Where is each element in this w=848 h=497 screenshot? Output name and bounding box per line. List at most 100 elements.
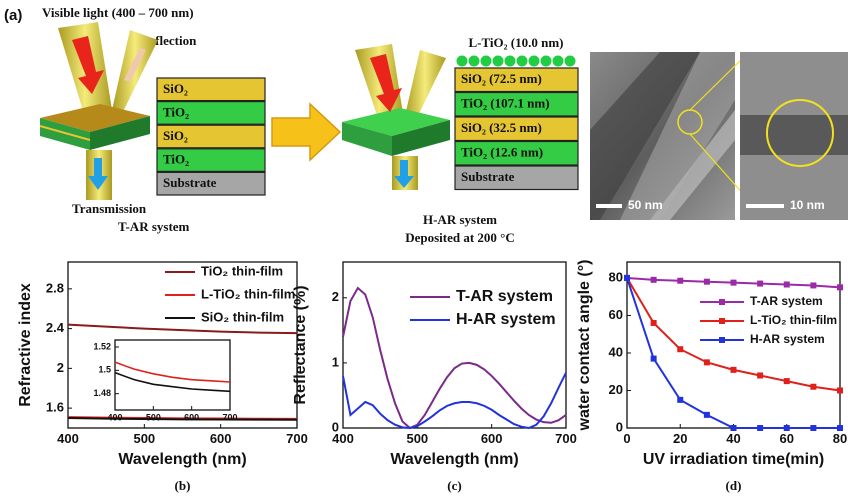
x-tick-label: 500 (406, 431, 428, 446)
y-tick-label: 0 (616, 419, 623, 434)
x-tick-label: 500 (146, 412, 161, 422)
marker (810, 384, 816, 390)
marker (757, 425, 763, 431)
layer-label: SiO₂ (163, 128, 188, 143)
scale-label: 50 nm (628, 198, 663, 212)
x-tick-label: 600 (184, 412, 199, 422)
transmission-label: Transmission (72, 201, 147, 216)
panel-label: (a) (4, 7, 22, 24)
x-axis-label: Wavelength (nm) (118, 451, 246, 468)
t-ar-title: T-AR system (118, 219, 190, 234)
panel-label: (c) (447, 478, 461, 493)
marker (837, 387, 843, 393)
layer-label: SiO₂ (72.5 nm) (461, 71, 542, 86)
marker (624, 275, 630, 281)
marker (704, 412, 710, 418)
legend-label: L-TiO₂ thin-film (750, 313, 837, 327)
l-tio2-particles (457, 56, 576, 67)
marker (651, 277, 657, 283)
marker (731, 425, 737, 431)
x-tick-label: 20 (673, 431, 687, 446)
x-tick-label: 500 (133, 431, 155, 446)
marker (651, 356, 657, 362)
marker (651, 320, 657, 326)
x-tick-label: 0 (623, 431, 630, 446)
legend-label: T-AR system (456, 288, 553, 305)
y-tick-label: 1.5 (98, 365, 111, 375)
marker (757, 372, 763, 378)
h-ar-subtitle: Deposited at 200 °C (405, 230, 515, 245)
h-ar-illustration (342, 44, 450, 190)
layer-label: SiO₂ (32.5 nm) (461, 120, 542, 135)
x-axis-label: Wavelength (nm) (390, 451, 518, 468)
y-tick-label: 80 (609, 269, 623, 284)
layer-label: Substrate (461, 169, 515, 184)
y-tick-label: 2.4 (46, 320, 65, 335)
layer-label: TiO₂ (163, 104, 189, 119)
layer-label: TiO₂ (12.6 nm) (461, 145, 543, 160)
y-tick-label: 1.52 (93, 341, 111, 351)
y-tick-label: 40 (609, 344, 623, 359)
x-tick-label: 700 (286, 431, 308, 446)
x-tick-label: 60 (780, 431, 794, 446)
x-tick-label: 700 (555, 431, 577, 446)
plot: 1.48 1.5 1.52 400 500 600 700 (93, 340, 237, 422)
y-tick-label: 1 (332, 354, 339, 369)
marker (757, 281, 763, 287)
light-label: Visible light (400 – 700 nm) (42, 5, 194, 20)
layer-label: TiO₂ (163, 152, 189, 167)
h-ar-title: H-AR system (423, 212, 497, 227)
legend-label: L-TiO₂ thin-film (201, 286, 295, 301)
top-layer-label: L-TiO₂ (10.0 nm) (468, 35, 563, 50)
marker (677, 278, 683, 284)
y-tick-label: 1.48 (93, 388, 111, 398)
x-tick-label: 400 (332, 431, 354, 446)
x-axis-label: UV irradiation time(min) (643, 451, 824, 468)
x-tick-label: 600 (481, 431, 503, 446)
legend-label: T-AR system (750, 294, 823, 308)
legend-marker (719, 318, 725, 324)
x-tick-label: 600 (210, 431, 232, 446)
legend-label: SiO₂ thin-film (201, 309, 284, 324)
x-tick-label: 400 (57, 431, 79, 446)
legend-label: TiO₂ thin-film (201, 263, 283, 278)
panel-label: (d) (726, 478, 742, 493)
marker (704, 359, 710, 365)
x-tick-label: 400 (107, 412, 122, 422)
marker (810, 282, 816, 288)
marker (784, 425, 790, 431)
process-arrow (272, 104, 340, 160)
y-tick-label: 2 (332, 289, 339, 304)
legend-marker (719, 337, 725, 343)
figure: (a) Visible light (400 – 700 nm) Reflect… (0, 0, 848, 497)
y-tick-label: 2 (57, 360, 64, 375)
marker (677, 346, 683, 352)
x-tick-label: 80 (833, 431, 847, 446)
panel-label: (b) (175, 478, 191, 493)
y-axis-label: water contact angle (°) (576, 260, 593, 432)
legend-marker (719, 299, 725, 305)
y-tick-label: 20 (609, 382, 623, 397)
marker (731, 280, 737, 286)
marker (810, 425, 816, 431)
layer-label: SiO₂ (163, 81, 188, 96)
plot-frame (115, 340, 230, 410)
marker (837, 284, 843, 290)
y-tick-label: 60 (609, 307, 623, 322)
y-tick-label: 1.6 (46, 400, 64, 415)
y-axis-label: Refractive index (17, 283, 34, 407)
marker (784, 378, 790, 384)
marker (731, 367, 737, 373)
marker (704, 279, 710, 285)
tem-images (590, 52, 848, 220)
marker (837, 425, 843, 431)
y-tick-label: 2.8 (46, 280, 64, 295)
layer-label: TiO₂ (107.1 nm) (461, 96, 550, 111)
marker (677, 397, 683, 403)
legend-label: H-AR system (750, 332, 825, 346)
x-tick-label: 700 (222, 412, 237, 422)
t-ar-illustration (40, 22, 158, 200)
legend-label: H-AR system (456, 311, 556, 328)
